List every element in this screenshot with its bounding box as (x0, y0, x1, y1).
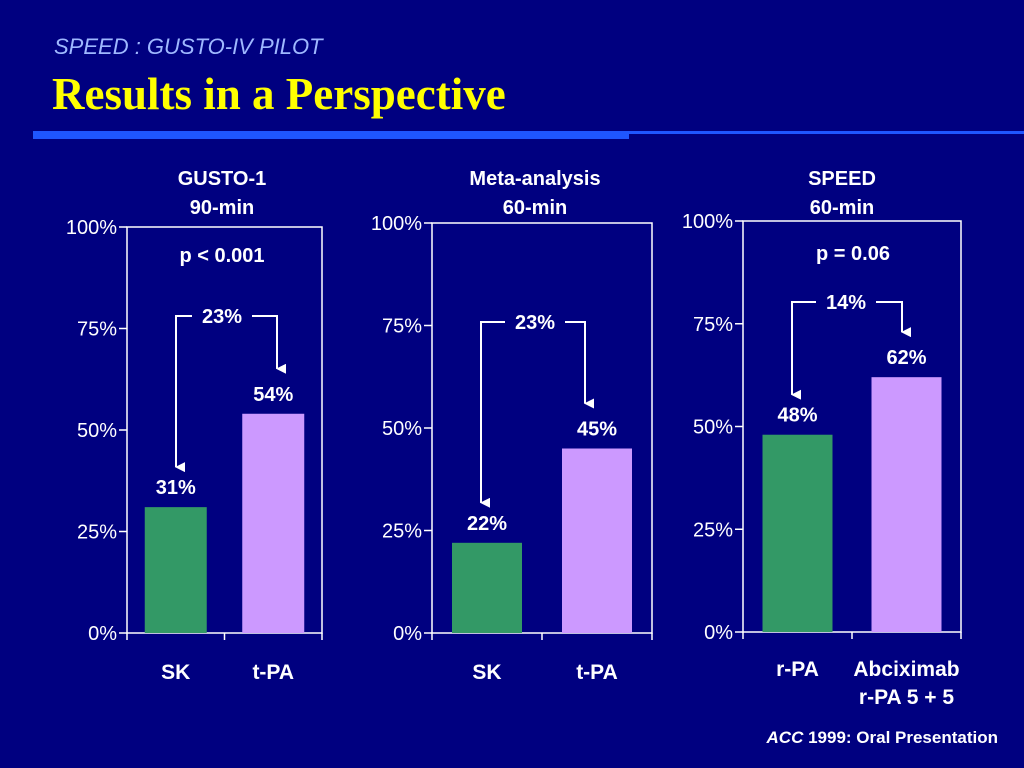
y-tick-label: 0% (88, 623, 117, 645)
citation: ACC 1999: Oral Presentation (767, 728, 998, 748)
difference-arrow-left (175, 315, 192, 473)
y-tick-label: 50% (382, 418, 422, 440)
title-underline (33, 131, 629, 139)
y-tick-label: 75% (77, 319, 117, 341)
category-label: r-PA 5 + 5 (859, 686, 954, 709)
y-tick-label: 50% (693, 417, 733, 439)
y-tick-label: 25% (382, 521, 422, 543)
p-value-label: p < 0.001 (179, 245, 264, 267)
difference-label: 23% (202, 306, 242, 328)
bar (762, 434, 833, 632)
y-tick-label: 0% (704, 622, 733, 644)
chart-title: 60-min (503, 197, 567, 219)
category-label: SK (472, 661, 501, 684)
bar-value-label: 22% (467, 513, 507, 535)
chart-title: Meta-analysis (469, 168, 600, 190)
category-label: t-PA (576, 661, 618, 684)
y-tick-label: 100% (66, 217, 117, 239)
title-rule (33, 131, 1024, 134)
slide-subtitle: SPEED : GUSTO-IV PILOT (54, 34, 323, 59)
y-tick-label: 25% (77, 522, 117, 544)
category-label: SK (161, 661, 190, 684)
category-label: Abciximab (853, 658, 959, 681)
bar (452, 542, 522, 633)
category-label: t-PA (252, 661, 294, 684)
difference-arrow-right (565, 321, 594, 409)
bar (242, 413, 305, 633)
difference-label: 23% (515, 312, 555, 334)
citation-text: 1999: Oral Presentation (803, 728, 998, 747)
y-tick-label: 0% (393, 623, 422, 645)
y-tick-label: 100% (371, 213, 422, 235)
y-tick-label: 100% (682, 211, 733, 233)
y-tick-label: 25% (693, 519, 733, 541)
y-tick-label: 75% (382, 316, 422, 338)
y-tick-label: 75% (693, 314, 733, 336)
slide-title: Results in a Perspective (52, 69, 506, 119)
chart-title: 90-min (190, 197, 254, 219)
bar (144, 507, 207, 633)
bar (562, 448, 632, 633)
p-value-label: p = 0.06 (816, 243, 890, 265)
category-label: r-PA (776, 658, 819, 681)
chart-title: 60-min (810, 197, 874, 219)
citation-journal: ACC (766, 728, 804, 747)
bar (871, 377, 942, 632)
y-tick-label: 50% (77, 420, 117, 442)
bar-value-label: 45% (577, 419, 617, 441)
bar-value-label: 62% (886, 347, 926, 369)
chart-title: SPEED (808, 168, 876, 190)
bar-value-label: 54% (253, 384, 293, 406)
difference-arrow-right (876, 301, 911, 338)
bar-value-label: 48% (777, 405, 817, 427)
difference-arrow-left (791, 301, 816, 400)
difference-arrow-left (480, 321, 505, 508)
bar-value-label: 31% (156, 477, 196, 499)
chart-title: GUSTO-1 (178, 168, 267, 190)
difference-arrow-right (252, 315, 286, 374)
difference-label: 14% (826, 292, 866, 314)
